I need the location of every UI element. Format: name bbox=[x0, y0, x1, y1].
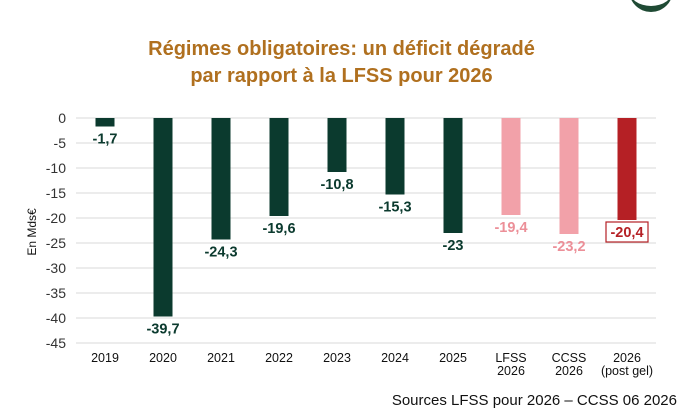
data-label: -23 bbox=[443, 238, 464, 254]
x-tick-label: LFSS 2026 bbox=[495, 351, 526, 378]
bar bbox=[327, 118, 347, 172]
bar bbox=[443, 118, 463, 233]
y-tick-label: -5 bbox=[54, 135, 67, 151]
bar bbox=[269, 118, 289, 216]
source-note: Sources LFSS pour 2026 – CCSS 06 2026 bbox=[391, 392, 677, 409]
data-label: -23,2 bbox=[552, 239, 585, 255]
bar bbox=[153, 118, 173, 317]
x-tick-label: 2025 bbox=[439, 351, 467, 365]
y-tick-label: -45 bbox=[46, 335, 66, 351]
chart-title-line-1: Régimes obligatoires: un déficit dégradé bbox=[148, 38, 535, 60]
x-tick-label: 2020 bbox=[149, 351, 177, 365]
bar bbox=[211, 118, 231, 240]
bar-chart: 0 -5 -10 -15 -20 -25 -30 -35 -40 -45 -1,7 -39,7 -24… bbox=[25, 110, 656, 378]
y-axis-label: En Mds€ bbox=[25, 208, 39, 256]
x-tick-label: 2021 bbox=[207, 351, 235, 365]
x-tick-label: 2019 bbox=[91, 351, 119, 365]
y-tick-label: -40 bbox=[46, 310, 66, 326]
data-label: -19,6 bbox=[262, 221, 295, 237]
y-tick-label: -20 bbox=[46, 210, 66, 226]
y-tick-label: -15 bbox=[46, 185, 66, 201]
bar bbox=[95, 118, 115, 127]
data-label: -19,4 bbox=[494, 220, 527, 236]
data-label-box bbox=[605, 221, 649, 243]
bar bbox=[559, 118, 579, 234]
x-tick-label: 2022 bbox=[265, 351, 293, 365]
data-labels: -1,7 -39,7 -24,3 -19,6 -10,8 -15,3 -23 -19,4 -23… bbox=[93, 132, 649, 338]
x-tick-label: 2023 bbox=[323, 351, 351, 365]
gridlines bbox=[76, 117, 656, 344]
data-label: -39,7 bbox=[146, 322, 179, 338]
y-tick-label: -10 bbox=[46, 160, 66, 176]
chart-title: Régimes obligatoires: un déficit dégradé… bbox=[0, 36, 683, 90]
y-tick-label: -30 bbox=[46, 260, 66, 276]
data-label: -10,8 bbox=[320, 177, 353, 193]
data-label: -24,3 bbox=[204, 245, 237, 261]
x-tick-label: CCSS 2026 bbox=[552, 351, 587, 378]
corner-decoration bbox=[629, 0, 673, 12]
bars bbox=[95, 118, 637, 317]
x-tick-label: 2026 (post gel) bbox=[601, 351, 653, 378]
bar bbox=[617, 118, 637, 220]
data-label: -1,7 bbox=[93, 132, 118, 148]
y-tick-label: -25 bbox=[46, 235, 66, 251]
x-tick-label: 2024 bbox=[381, 351, 409, 365]
y-axis-ticks: 0 -5 -10 -15 -20 -25 -30 -35 -40 -45 bbox=[46, 110, 66, 351]
data-label: -15,3 bbox=[378, 200, 411, 216]
chart-title-line-2: par rapport à la LFSS pour 2026 bbox=[190, 65, 493, 87]
bar bbox=[501, 118, 521, 215]
bar bbox=[385, 118, 405, 195]
y-tick-label: -35 bbox=[46, 285, 66, 301]
x-axis-ticks: 2019 2020 2021 2022 2023 2024 2025 LFSS 2026 CCSS… bbox=[91, 351, 653, 378]
data-label: -20,4 bbox=[610, 225, 643, 241]
y-tick-label: 0 bbox=[58, 110, 66, 126]
